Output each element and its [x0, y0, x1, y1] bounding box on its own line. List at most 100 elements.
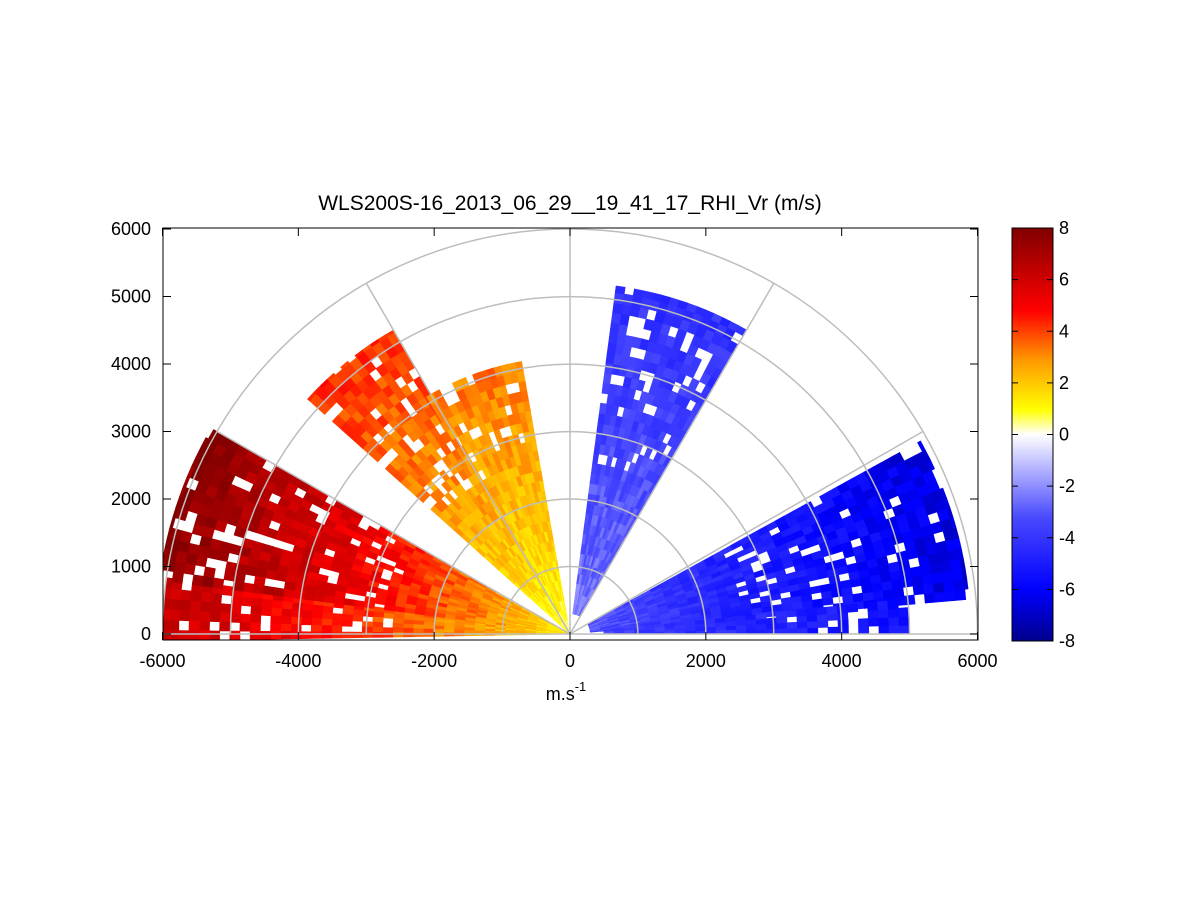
velocity-cell: [785, 610, 798, 618]
velocity-cell: [280, 623, 292, 632]
velocity-cell: [433, 625, 445, 630]
velocity-cell: [786, 627, 798, 635]
velocity-cell: [917, 440, 926, 453]
y-tick-label: 1000: [111, 557, 151, 577]
velocity-cell: [453, 629, 465, 634]
velocity-cell: [188, 610, 201, 622]
velocity-cell: [168, 630, 180, 640]
velocity-cell: [168, 619, 180, 631]
velocity-cell: [240, 596, 253, 607]
velocity-cell: [866, 601, 879, 612]
velocity-cell: [766, 628, 778, 635]
velocity-cell: [300, 631, 312, 640]
velocity-cell: [262, 585, 275, 596]
velocity-cell: [771, 604, 783, 612]
velocity-cell: [229, 630, 241, 640]
colorbar-tick-label: 2: [1059, 373, 1069, 393]
colorbar-tick-label: 0: [1059, 425, 1069, 445]
velocity-cell: [837, 619, 849, 628]
radial-line: [569, 282, 775, 635]
velocity-cell: [745, 623, 758, 630]
velocity-cell: [333, 596, 345, 605]
velocity-cell: [321, 618, 333, 627]
velocity-cell: [786, 621, 798, 629]
velocity-cell: [382, 612, 395, 619]
velocity-cell: [313, 593, 325, 603]
x-tick-label: 2000: [686, 651, 726, 671]
velocity-cell: [169, 516, 176, 529]
velocity-cell: [260, 606, 272, 617]
velocity-cell: [736, 584, 749, 593]
velocity-cell: [307, 391, 317, 402]
velocity-cell: [221, 585, 234, 597]
colorbar-tick-label: 4: [1059, 321, 1069, 341]
velocity-cell: [209, 602, 222, 614]
velocity-cell: [239, 613, 252, 624]
velocity-cell: [610, 312, 622, 325]
colorbar: [1011, 227, 1054, 642]
velocity-cell: [836, 604, 848, 614]
data-layer: [163, 285, 969, 640]
velocity-cell: [632, 288, 644, 298]
velocity-cell: [796, 615, 808, 623]
colorbar-tick-label: -8: [1059, 631, 1075, 651]
velocity-cell: [250, 597, 263, 608]
velocity-cell: [402, 627, 414, 633]
velocity-cell: [341, 613, 354, 622]
velocity-cell: [846, 603, 859, 613]
velocity-cell: [868, 617, 880, 627]
velocity-cell: [178, 609, 191, 622]
velocity-cell: [223, 570, 236, 582]
colorbar-ticks: -8 -6 -4 -2 0 2 4 6 8: [1012, 218, 1075, 651]
velocity-cell: [939, 487, 947, 500]
velocity-cell: [200, 591, 213, 604]
velocity-cell: [750, 601, 763, 609]
velocity-cell: [775, 611, 788, 619]
y-tick-label: 3000: [111, 422, 151, 442]
velocity-cell: [806, 614, 818, 622]
velocity-cell: [756, 623, 768, 630]
velocity-cell: [944, 590, 957, 602]
velocity-cell: [826, 605, 838, 615]
velocity-cell: [270, 623, 282, 632]
velocity-cell: [441, 480, 453, 493]
y-tick-label: 2000: [111, 489, 151, 509]
velocity-cell: [261, 598, 273, 609]
velocity-cell: [340, 360, 350, 370]
velocity-cell: [301, 610, 313, 619]
velocity-cell: [402, 623, 414, 629]
velocity-cell: [341, 631, 353, 639]
velocity-cell: [888, 625, 900, 635]
velocity-cell: [922, 582, 935, 595]
velocity-cell: [171, 571, 184, 584]
velocity-cell: [199, 611, 211, 622]
velocity-cell: [809, 585, 822, 595]
velocity-cell: [766, 622, 778, 630]
velocity-cell: [179, 599, 191, 612]
velocity-cell: [817, 620, 829, 628]
velocity-cell: [797, 627, 809, 635]
velocity-cell: [343, 598, 356, 607]
velocity-cell: [612, 302, 623, 315]
radial-line: [216, 430, 571, 635]
velocity-cell: [249, 622, 261, 632]
velocity-cell: [601, 382, 611, 395]
velocity-cell: [178, 630, 190, 640]
velocity-cell: [384, 463, 398, 476]
velocity-cell: [198, 620, 210, 632]
velocity-cell: [598, 402, 608, 415]
velocity-cell: [484, 630, 496, 634]
velocity-cell: [473, 630, 485, 634]
velocity-cell: [934, 591, 946, 603]
velocity-cell: [606, 342, 617, 355]
velocity-cell: [311, 617, 323, 626]
velocity-cell: [819, 583, 832, 593]
velocity-cell: [776, 616, 788, 624]
velocity-cell: [858, 625, 870, 635]
velocity-cell: [878, 617, 890, 627]
y-tick-label: 5000: [111, 287, 151, 307]
velocity-cell: [250, 605, 262, 616]
velocity-cell: [383, 604, 396, 612]
velocity-cell: [444, 491, 456, 504]
velocity-cell: [290, 623, 302, 633]
